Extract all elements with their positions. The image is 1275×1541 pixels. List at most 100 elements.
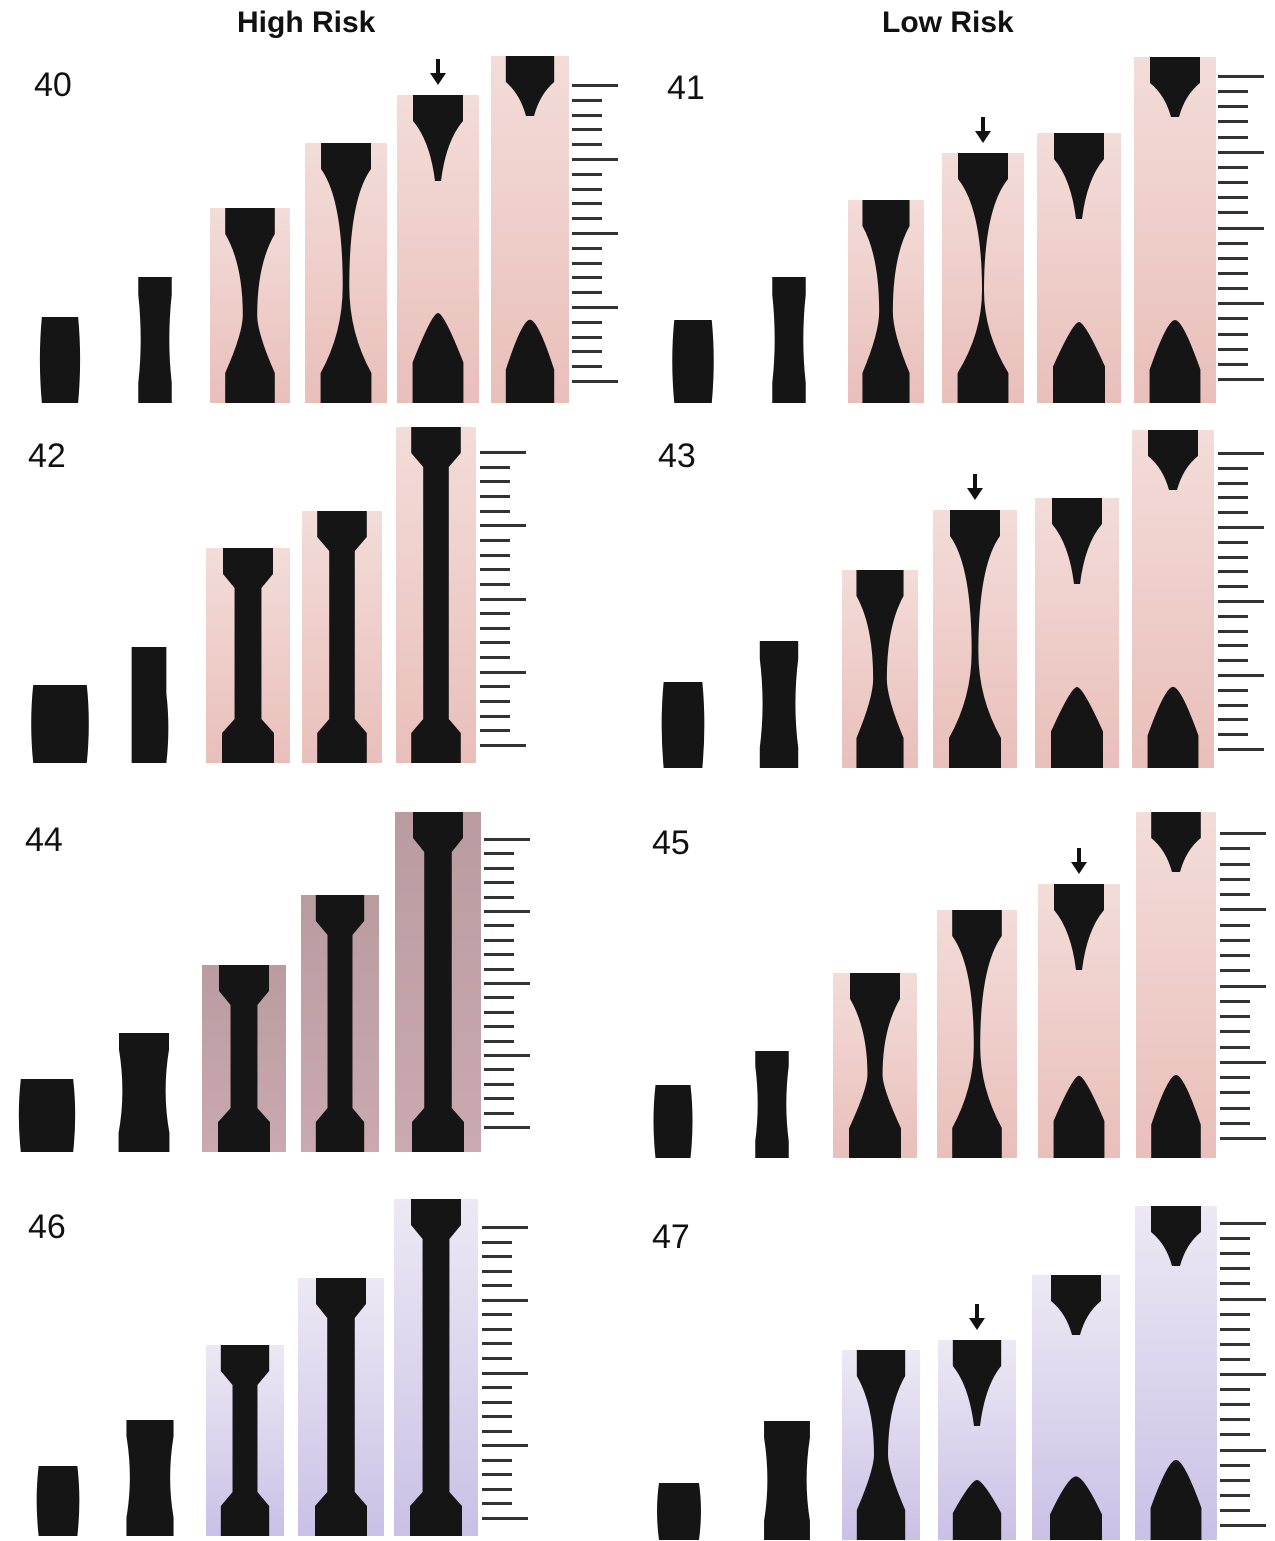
ruler-tick <box>484 1010 514 1014</box>
ruler-tick <box>1220 1478 1250 1482</box>
ruler-tick <box>484 1126 530 1129</box>
ruler-tick <box>482 1327 512 1331</box>
panel-number-44: 44 <box>25 821 63 859</box>
ruler-tick <box>1220 999 1250 1003</box>
specimen-frame <box>762 277 816 403</box>
ruler-tick <box>1220 877 1250 881</box>
ruler-tick <box>1220 1106 1250 1110</box>
ruler-tick <box>1218 150 1264 154</box>
ruler-tick <box>480 451 526 454</box>
ruler-tick <box>484 1054 530 1057</box>
ruler-tick <box>572 113 602 117</box>
specimen-frame <box>305 143 387 403</box>
ruler-tick <box>1218 703 1248 707</box>
specimen-frame <box>842 570 918 768</box>
ruler-tick <box>1218 748 1264 751</box>
specimen-frame <box>128 277 182 403</box>
scale-ruler <box>480 451 540 747</box>
ruler-tick <box>482 1298 528 1302</box>
specimen-frame <box>648 1083 698 1158</box>
ruler-tick <box>572 172 602 176</box>
ruler-tick <box>1218 674 1264 677</box>
ruler-tick <box>1220 832 1266 835</box>
ruler-tick <box>1220 1463 1250 1467</box>
ruler-tick <box>572 291 602 295</box>
specimen-frame <box>206 1345 284 1536</box>
scale-ruler <box>1218 75 1275 381</box>
ruler-tick <box>1220 1418 1250 1422</box>
ruler-tick <box>482 1415 512 1419</box>
specimen-frame <box>202 965 286 1152</box>
ruler-tick <box>1220 1137 1266 1140</box>
ruler-tick <box>482 1444 528 1448</box>
ruler-tick <box>572 276 602 280</box>
specimen-frame <box>112 1420 188 1536</box>
ruler-tick <box>1220 1357 1250 1361</box>
panel-number-45: 45 <box>652 824 690 862</box>
panel-number-41: 41 <box>667 69 705 107</box>
ruler-tick <box>1218 135 1248 139</box>
panel-number-42: 42 <box>28 437 66 475</box>
ruler-tick <box>484 953 514 957</box>
ruler-tick <box>1220 1312 1250 1316</box>
ruler-tick <box>482 1371 528 1375</box>
specimen-frame <box>942 153 1024 403</box>
ruler-tick <box>572 320 602 324</box>
ruler-tick <box>1220 1342 1250 1346</box>
ruler-tick <box>1220 1433 1250 1437</box>
ruler-tick <box>572 128 602 132</box>
ruler-tick <box>1218 271 1248 275</box>
ruler-tick <box>1218 688 1248 692</box>
scale-ruler <box>1220 1222 1275 1527</box>
ruler-tick <box>572 98 602 102</box>
ruler-tick <box>482 1429 512 1433</box>
ruler-tick <box>1218 196 1248 200</box>
ruler-tick <box>572 380 618 383</box>
ruler-tick <box>482 1386 512 1390</box>
specimen-frame <box>298 1278 384 1536</box>
ruler-tick <box>484 967 514 971</box>
specimen-frame <box>1134 57 1216 403</box>
ruler-tick <box>1220 1060 1266 1064</box>
ruler-tick <box>1218 378 1264 381</box>
ruler-tick <box>480 612 510 616</box>
ruler-tick <box>1218 659 1248 663</box>
specimen-frame <box>666 318 720 403</box>
specimen-frame <box>491 56 569 403</box>
ruler-tick <box>482 1269 512 1273</box>
ruler-tick <box>482 1502 512 1506</box>
ruler-tick <box>1218 629 1248 633</box>
ruler-tick <box>572 261 602 265</box>
specimen-frame <box>750 1421 824 1540</box>
ruler-tick <box>1218 347 1248 351</box>
ruler-tick <box>484 982 530 985</box>
ruler-tick <box>1220 1403 1250 1407</box>
specimen-frame <box>938 1340 1016 1540</box>
ruler-tick <box>1220 923 1250 927</box>
ruler-tick <box>1220 1045 1250 1049</box>
specimen-frame <box>842 1350 920 1540</box>
ruler-tick <box>1218 585 1248 589</box>
ruler-tick <box>1218 256 1248 260</box>
ruler-tick <box>482 1458 512 1462</box>
ruler-tick <box>1220 1388 1250 1392</box>
ruler-tick <box>480 568 510 572</box>
ruler-tick <box>484 910 530 913</box>
ruler-tick <box>484 1097 514 1101</box>
specimen-frame <box>206 548 290 763</box>
specimen-frame <box>301 895 379 1152</box>
ruler-tick <box>480 700 510 704</box>
specimen-frame <box>650 1481 708 1540</box>
ruler-tick <box>480 553 510 557</box>
ruler-tick <box>480 744 526 747</box>
ruler-tick <box>480 729 510 733</box>
specimen-frame <box>1132 430 1214 768</box>
ruler-tick <box>572 350 602 354</box>
ruler-tick <box>480 509 510 513</box>
ruler-tick <box>1220 1267 1250 1271</box>
specimen-frame <box>394 1199 478 1536</box>
specimen-frame <box>395 812 481 1152</box>
ruler-tick <box>1218 90 1248 94</box>
ruler-tick <box>1218 241 1248 245</box>
ruler-tick <box>1218 181 1248 185</box>
